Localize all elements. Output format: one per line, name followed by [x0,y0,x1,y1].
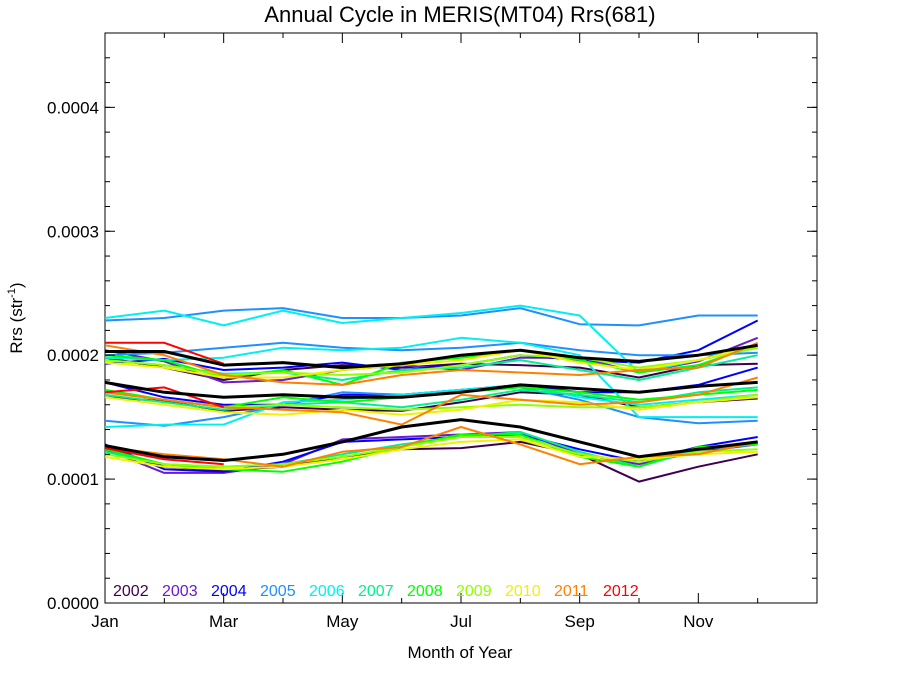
legend-item-2006: 2006 [309,583,345,600]
series-line-28 [104,376,758,426]
series-line-33 [105,343,758,370]
y-axis-label-main: Rrs (str [7,298,26,354]
legend-item-2012: 2012 [603,583,639,600]
legend: 2002 2003 2004 2005 2006 2007 2008 2009 2010 2011… [113,583,639,600]
y-tick-label: 0.0001 [47,470,99,489]
plot-frame [104,32,818,604]
legend-item-2008: 2008 [407,583,443,600]
series-line-32 [104,447,224,466]
legend-item-2003: 2003 [162,583,198,600]
legend-item-2004: 2004 [211,583,247,600]
y-axis-label-sup: -1 [6,288,18,298]
series-line-26 [104,438,758,471]
series-line-14 [104,383,758,428]
series-line-13 [104,336,758,419]
series-line-27 [104,341,759,386]
series-line-25 [104,396,758,416]
x-axis-label: Month of Year [408,643,513,662]
y-tick-label: 0.0002 [47,346,99,365]
legend-item-2010: 2010 [505,583,541,600]
x-tick-label: Sep [565,612,595,631]
x-tick-label: Nov [683,612,714,631]
series-group [104,304,759,483]
legend-item-2002: 2002 [113,583,149,600]
y-axis-label: Rrs (str-1) [6,282,26,353]
x-tick-label: May [326,612,359,631]
chart-title: Annual Cycle in MERIS(MT04) Rrs(681) [264,2,655,27]
series-line-21 [104,346,758,376]
series-line-24 [104,344,758,379]
y-axis-ticks: 0.0000 0.0001 0.0002 0.0003 0.0004 [47,32,817,613]
series-line-23 [104,436,758,468]
x-tick-label: Jan [91,612,118,631]
legend-item-2009: 2009 [456,583,492,600]
x-tick-label: Jul [450,612,472,631]
y-axis-label-close: ) [7,282,26,288]
legend-item-2011: 2011 [554,583,589,600]
series-line-34 [104,380,758,399]
x-tick-label: Mar [209,612,239,631]
series-line-9 [104,307,758,327]
series-line-31 [104,386,225,409]
series-line-10 [104,341,758,357]
y-tick-label: 0.0003 [47,222,99,241]
series-line-5 [104,431,758,474]
legend-item-2005: 2005 [260,583,296,600]
series-line-35 [104,418,758,462]
series-line-30 [105,341,225,365]
y-tick-label: 0.0004 [47,98,99,117]
x-axis-ticks: Jan Mar May Jul Sep Nov [91,33,818,631]
y-tick-label: 0.0000 [47,594,99,613]
legend-item-2007: 2007 [358,583,394,600]
